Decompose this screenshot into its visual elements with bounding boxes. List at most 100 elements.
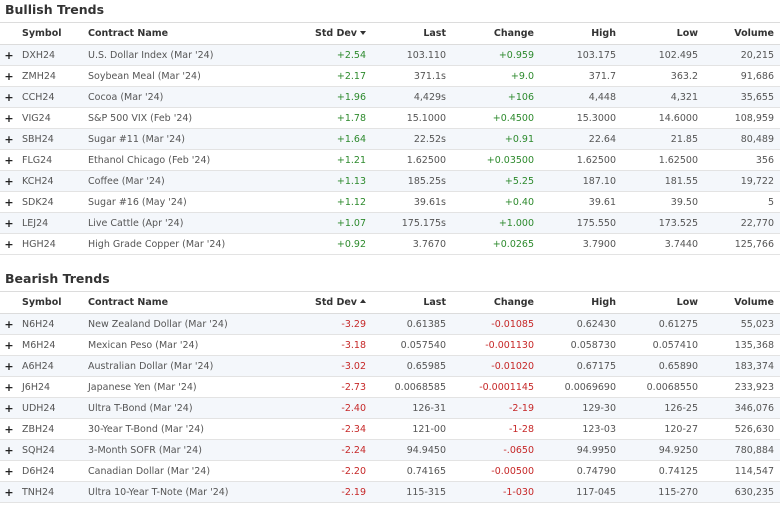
expand-plus-icon[interactable]: + bbox=[0, 128, 16, 150]
symbol-cell[interactable]: D6H24 bbox=[16, 460, 82, 482]
table-row[interactable]: + TNH24 Ultra 10-Year T-Note (Mar '24) -2.1… bbox=[0, 481, 780, 503]
table-row[interactable]: + LEJ24 Live Cattle (Apr '24) +1.07 175.175s… bbox=[0, 212, 780, 234]
table-row[interactable]: + SBH24 Sugar #11 (Mar '24) +1.64 22.52s +0.9… bbox=[0, 128, 780, 150]
expand-plus-icon[interactable]: + bbox=[0, 376, 16, 398]
expand-plus-icon[interactable]: + bbox=[0, 355, 16, 377]
expand-plus-icon[interactable]: + bbox=[0, 418, 16, 440]
table-row[interactable]: + SQH24 3-Month SOFR (Mar '24) -2.24 94.9450… bbox=[0, 439, 780, 461]
symbol-cell[interactable]: ZMH24 bbox=[16, 65, 82, 87]
bearish-section: Bearish Trends Symbol Contract Name Std … bbox=[0, 269, 780, 503]
contract-name-cell[interactable]: 30-Year T-Bond (Mar '24) bbox=[82, 418, 292, 440]
table-row[interactable]: + D6H24 Canadian Dollar (Mar '24) -2.20 0.74… bbox=[0, 460, 780, 482]
column-header-change[interactable]: Change bbox=[452, 22, 540, 45]
table-row[interactable]: + ZMH24 Soybean Meal (Mar '24) +2.17 371.1s +… bbox=[0, 65, 780, 87]
contract-name-cell[interactable]: S&P 500 VIX (Feb '24) bbox=[82, 107, 292, 129]
contract-name-cell[interactable]: Soybean Meal (Mar '24) bbox=[82, 65, 292, 87]
expand-plus-icon[interactable]: + bbox=[0, 313, 16, 335]
symbol-cell[interactable]: ZBH24 bbox=[16, 418, 82, 440]
expand-plus-icon[interactable]: + bbox=[0, 334, 16, 356]
symbol-cell[interactable]: HGH24 bbox=[16, 233, 82, 255]
contract-name-cell[interactable]: Canadian Dollar (Mar '24) bbox=[82, 460, 292, 482]
change-cell: +0.4500 bbox=[452, 107, 540, 129]
column-header-stddev[interactable]: Std Dev bbox=[292, 22, 372, 45]
expand-plus-icon[interactable]: + bbox=[0, 107, 16, 129]
contract-name-cell[interactable]: Australian Dollar (Mar '24) bbox=[82, 355, 292, 377]
volume-cell: 233,923 bbox=[704, 376, 780, 398]
column-header-high[interactable]: High bbox=[540, 291, 622, 314]
symbol-cell[interactable]: M6H24 bbox=[16, 334, 82, 356]
contract-name-cell[interactable]: Sugar #16 (May '24) bbox=[82, 191, 292, 213]
symbol-cell[interactable]: J6H24 bbox=[16, 376, 82, 398]
column-header-symbol[interactable]: Symbol bbox=[16, 291, 82, 314]
symbol-cell[interactable]: VIG24 bbox=[16, 107, 82, 129]
expand-plus-icon[interactable]: + bbox=[0, 397, 16, 419]
contract-name-cell[interactable]: Live Cattle (Apr '24) bbox=[82, 212, 292, 234]
symbol-cell[interactable]: A6H24 bbox=[16, 355, 82, 377]
expand-plus-icon[interactable]: + bbox=[0, 170, 16, 192]
symbol-cell[interactable]: UDH24 bbox=[16, 397, 82, 419]
table-row[interactable]: + KCH24 Coffee (Mar '24) +1.13 185.25s +5.25 1… bbox=[0, 170, 780, 192]
table-row[interactable]: + M6H24 Mexican Peso (Mar '24) -3.18 0.05754… bbox=[0, 334, 780, 356]
table-row[interactable]: + VIG24 S&P 500 VIX (Feb '24) +1.78 15.1000 +… bbox=[0, 107, 780, 129]
change-cell: -2-19 bbox=[452, 397, 540, 419]
table-row[interactable]: + A6H24 Australian Dollar (Mar '24) -3.02 0.… bbox=[0, 355, 780, 377]
table-row[interactable]: + UDH24 Ultra T-Bond (Mar '24) -2.40 126-31-… bbox=[0, 397, 780, 419]
table-row[interactable]: + FLG24 Ethanol Chicago (Feb '24) +1.21 1.62… bbox=[0, 149, 780, 171]
table-row[interactable]: + N6H24 New Zealand Dollar (Mar '24) -3.29 0… bbox=[0, 313, 780, 335]
contract-name-cell[interactable]: 3-Month SOFR (Mar '24) bbox=[82, 439, 292, 461]
expand-plus-icon[interactable]: + bbox=[0, 233, 16, 255]
contract-name-cell[interactable]: Sugar #11 (Mar '24) bbox=[82, 128, 292, 150]
contract-name-cell[interactable]: New Zealand Dollar (Mar '24) bbox=[82, 313, 292, 335]
contract-name-cell[interactable]: Ethanol Chicago (Feb '24) bbox=[82, 149, 292, 171]
expand-plus-icon[interactable]: + bbox=[0, 44, 16, 66]
column-header-volume[interactable]: Volume bbox=[704, 22, 780, 45]
expand-plus-icon[interactable]: + bbox=[0, 439, 16, 461]
expand-plus-icon[interactable]: + bbox=[0, 65, 16, 87]
contract-name-cell[interactable]: Ultra 10-Year T-Note (Mar '24) bbox=[82, 481, 292, 503]
expand-plus-icon[interactable]: + bbox=[0, 86, 16, 108]
stddev-cell: -2.24 bbox=[292, 439, 372, 461]
column-header-low[interactable]: Low bbox=[622, 291, 704, 314]
column-header-stddev[interactable]: Std Dev bbox=[292, 291, 372, 314]
column-header-last[interactable]: Last bbox=[372, 291, 452, 314]
change-cell: +5.25 bbox=[452, 170, 540, 192]
symbol-cell[interactable]: KCH24 bbox=[16, 170, 82, 192]
column-header-contract[interactable]: Contract Name bbox=[82, 22, 292, 45]
table-row[interactable]: + ZBH24 30-Year T-Bond (Mar '24) -2.34 121-0… bbox=[0, 418, 780, 440]
expand-plus-icon[interactable]: + bbox=[0, 460, 16, 482]
symbol-cell[interactable]: CCH24 bbox=[16, 86, 82, 108]
symbol-cell[interactable]: SBH24 bbox=[16, 128, 82, 150]
contract-name-cell[interactable]: Ultra T-Bond (Mar '24) bbox=[82, 397, 292, 419]
column-header-low[interactable]: Low bbox=[622, 22, 704, 45]
symbol-cell[interactable]: TNH24 bbox=[16, 481, 82, 503]
contract-name-cell[interactable]: Mexican Peso (Mar '24) bbox=[82, 334, 292, 356]
contract-name-cell[interactable]: U.S. Dollar Index (Mar '24) bbox=[82, 44, 292, 66]
column-header-high[interactable]: High bbox=[540, 22, 622, 45]
column-header-last[interactable]: Last bbox=[372, 22, 452, 45]
last-cell: 0.65985 bbox=[372, 355, 452, 377]
expand-plus-icon[interactable]: + bbox=[0, 149, 16, 171]
contract-name-cell[interactable]: Coffee (Mar '24) bbox=[82, 170, 292, 192]
column-header-volume[interactable]: Volume bbox=[704, 291, 780, 314]
table-row[interactable]: + CCH24 Cocoa (Mar '24) +1.96 4,429s +106 4,44… bbox=[0, 86, 780, 108]
symbol-cell[interactable]: LEJ24 bbox=[16, 212, 82, 234]
expand-plus-icon[interactable]: + bbox=[0, 481, 16, 503]
expand-plus-icon[interactable]: + bbox=[0, 212, 16, 234]
symbol-cell[interactable]: SQH24 bbox=[16, 439, 82, 461]
expand-plus-icon[interactable]: + bbox=[0, 191, 16, 213]
symbol-cell[interactable]: FLG24 bbox=[16, 149, 82, 171]
table-row[interactable]: + SDK24 Sugar #16 (May '24) +1.12 39.61s +0.4… bbox=[0, 191, 780, 213]
table-row[interactable]: + DXH24 U.S. Dollar Index (Mar '24) +2.54 10… bbox=[0, 44, 780, 66]
symbol-cell[interactable]: DXH24 bbox=[16, 44, 82, 66]
symbol-cell[interactable]: SDK24 bbox=[16, 191, 82, 213]
contract-name-cell[interactable]: Cocoa (Mar '24) bbox=[82, 86, 292, 108]
symbol-cell[interactable]: N6H24 bbox=[16, 313, 82, 335]
column-header-contract[interactable]: Contract Name bbox=[82, 291, 292, 314]
contract-name-cell[interactable]: Japanese Yen (Mar '24) bbox=[82, 376, 292, 398]
column-header-change[interactable]: Change bbox=[452, 291, 540, 314]
table-row[interactable]: + HGH24 High Grade Copper (Mar '24) +0.92 3.… bbox=[0, 233, 780, 255]
contract-name-cell[interactable]: High Grade Copper (Mar '24) bbox=[82, 233, 292, 255]
column-header-symbol[interactable]: Symbol bbox=[16, 22, 82, 45]
table-row[interactable]: + J6H24 Japanese Yen (Mar '24) -2.73 0.00685… bbox=[0, 376, 780, 398]
last-cell: 185.25s bbox=[372, 170, 452, 192]
